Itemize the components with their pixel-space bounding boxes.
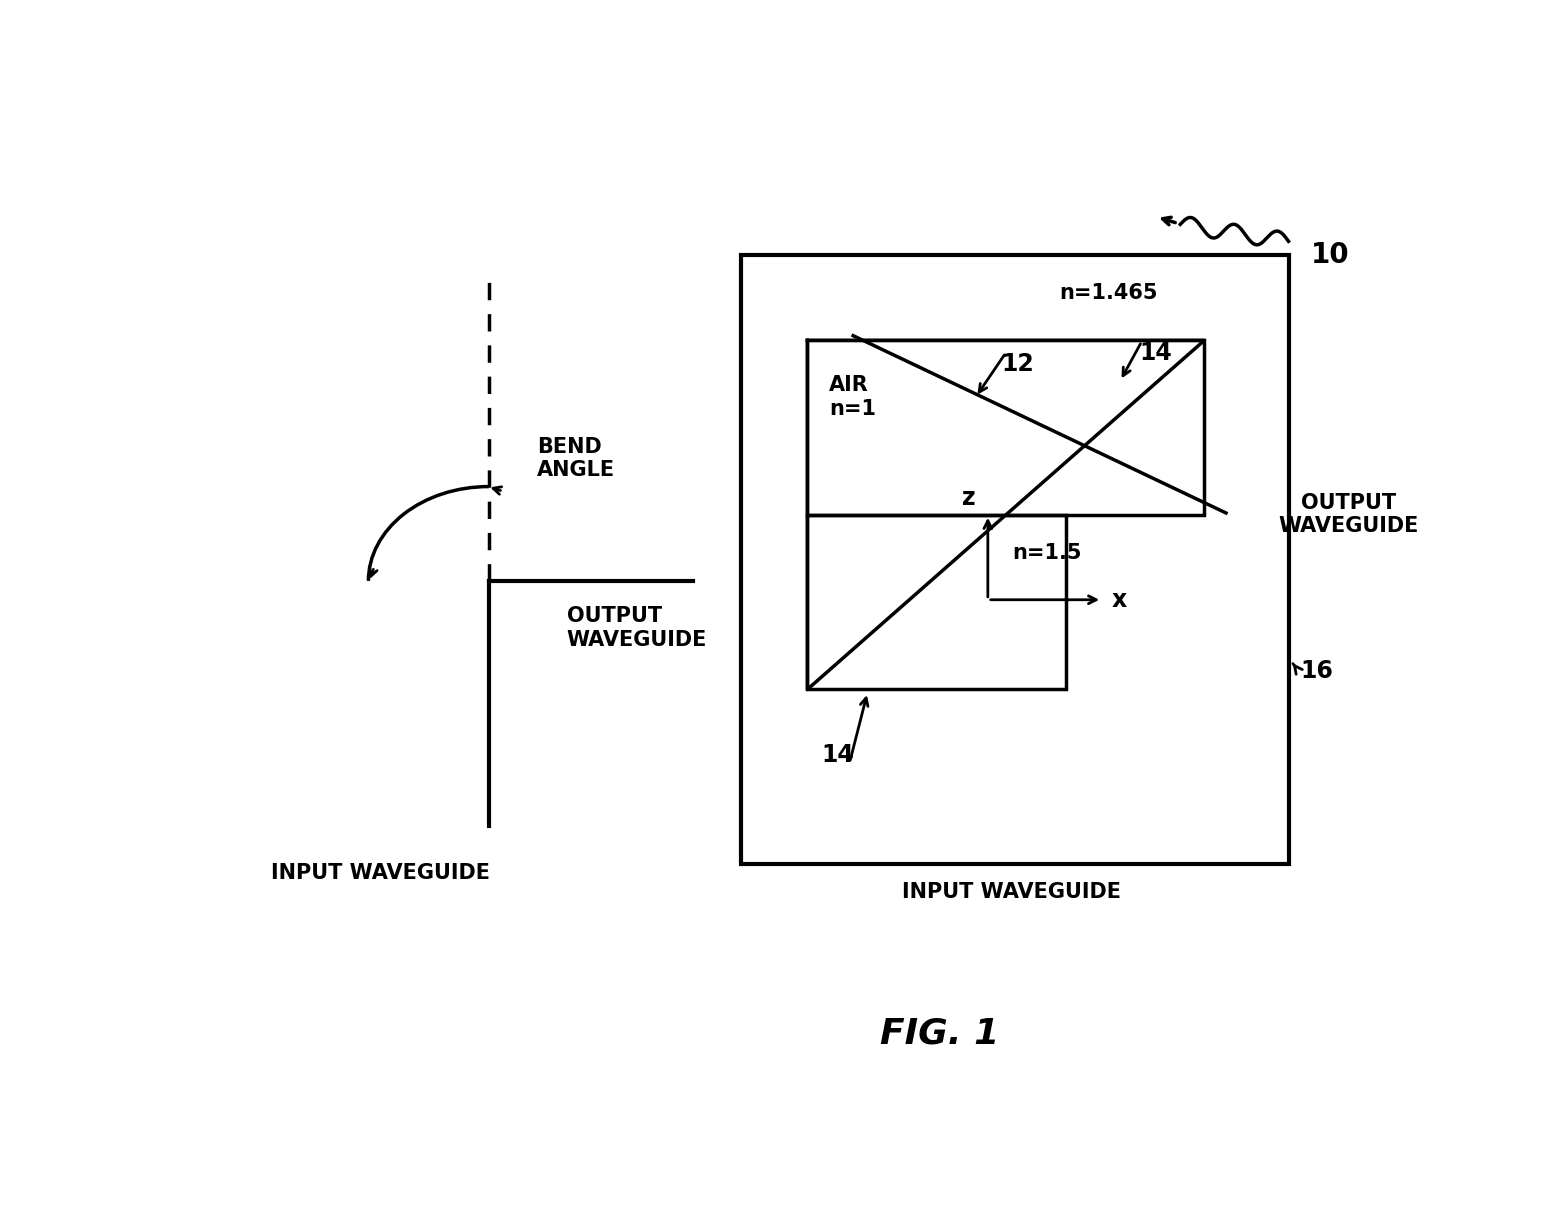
Text: OUTPUT
WAVEGUIDE: OUTPUT WAVEGUIDE xyxy=(1279,494,1419,537)
Text: n=1.465: n=1.465 xyxy=(1058,283,1158,304)
Text: AIR
n=1: AIR n=1 xyxy=(829,375,875,419)
Bar xyxy=(807,514,1066,690)
Text: 10: 10 xyxy=(1311,241,1350,270)
Text: 16: 16 xyxy=(1301,659,1333,682)
Bar xyxy=(807,341,1204,514)
Bar xyxy=(742,256,1288,864)
Text: INPUT WAVEGUIDE: INPUT WAVEGUIDE xyxy=(272,864,490,883)
Text: 14: 14 xyxy=(1139,341,1173,365)
Text: n=1.5: n=1.5 xyxy=(1012,543,1082,562)
Text: z: z xyxy=(962,486,976,510)
Text: x: x xyxy=(1111,588,1127,611)
Text: BEND
ANGLE: BEND ANGLE xyxy=(537,436,615,480)
Text: 12: 12 xyxy=(1001,352,1034,376)
Text: FIG. 1: FIG. 1 xyxy=(880,1017,999,1051)
Text: INPUT WAVEGUIDE: INPUT WAVEGUIDE xyxy=(902,882,1122,902)
Text: 14: 14 xyxy=(821,744,854,767)
Text: OUTPUT
WAVEGUIDE: OUTPUT WAVEGUIDE xyxy=(566,606,708,649)
